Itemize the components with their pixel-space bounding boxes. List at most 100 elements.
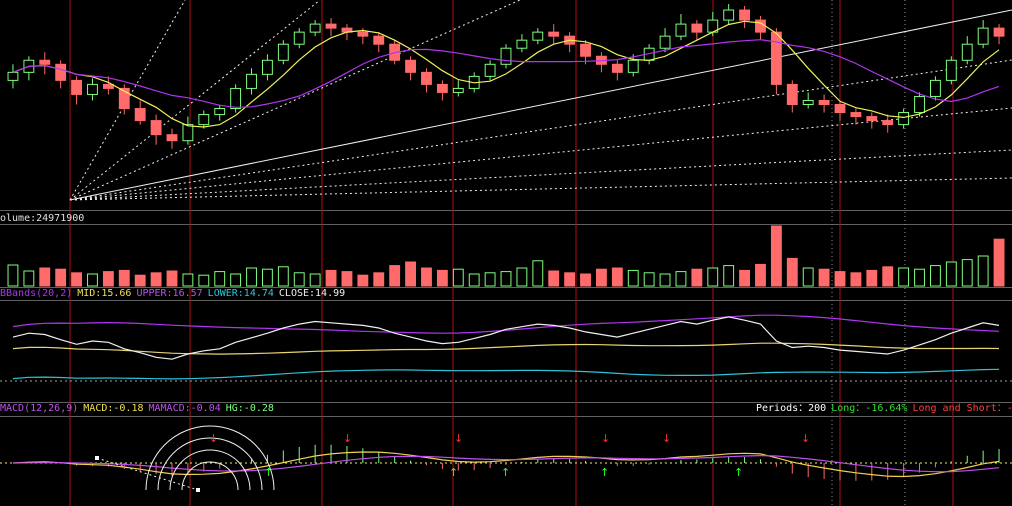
volume-bar xyxy=(102,271,114,287)
sell-arrow: ↓ xyxy=(601,432,610,445)
bollinger-pane xyxy=(12,314,1000,380)
macd-value: MACD:-0.18 xyxy=(83,403,144,414)
candle-body xyxy=(373,35,385,45)
volume-bar xyxy=(87,273,98,287)
cycle-arc xyxy=(169,449,251,491)
volume-bar xyxy=(23,270,35,287)
volume-bar xyxy=(755,263,766,287)
volume-bar xyxy=(230,273,242,287)
candle-body xyxy=(691,23,703,33)
volume-bar xyxy=(866,269,878,287)
trend-line xyxy=(69,0,521,201)
candle-body xyxy=(977,27,989,45)
volume-bar xyxy=(532,260,544,287)
volume-pane xyxy=(7,225,1005,287)
candle-body xyxy=(914,95,925,114)
volume-bar xyxy=(39,267,51,287)
candle-body xyxy=(198,114,210,126)
volume-bar xyxy=(341,271,353,287)
price-pane xyxy=(7,0,1012,201)
volume-label: olume:24971900 xyxy=(0,213,85,224)
cycle-arc xyxy=(157,437,263,491)
volume-bar xyxy=(675,271,687,287)
candle-body xyxy=(961,43,973,61)
sell-arrow: ↓ xyxy=(801,432,810,445)
trend-line xyxy=(69,0,321,201)
candle-body xyxy=(118,87,130,110)
bollinger-upper-line xyxy=(12,314,1000,334)
volume-bar xyxy=(468,273,480,287)
volume-bar xyxy=(595,268,607,287)
trend-line xyxy=(69,59,1012,201)
long-short-value: Long and Short：-26.33% xyxy=(912,403,1012,414)
candle-body xyxy=(611,63,623,73)
bollinger-lower-line xyxy=(12,368,1000,380)
candle-body xyxy=(802,99,814,106)
volume-bar xyxy=(134,274,146,287)
trend-line xyxy=(69,9,1012,201)
candle-body xyxy=(548,31,560,37)
candle-body xyxy=(102,83,114,89)
buy-arrow: ↑ xyxy=(501,466,510,479)
macd-legend: MACD(12,26,9) MACD:-0.18 MAMACD:-0.04 HG:-0… xyxy=(0,403,279,415)
volume-bar xyxy=(118,269,130,287)
candle-body xyxy=(786,83,798,106)
volume-bar xyxy=(246,267,257,287)
candle-body xyxy=(55,63,67,81)
candle-body xyxy=(166,134,178,142)
ma-short-line xyxy=(12,20,1000,128)
bollinger-upper: UPPER:16.57 xyxy=(136,288,203,299)
volume-bar xyxy=(293,272,305,287)
candle-body xyxy=(850,112,862,118)
volume-bar xyxy=(993,238,1005,287)
candle-body xyxy=(675,23,687,37)
volume-bar xyxy=(659,273,671,287)
volume-bar xyxy=(71,272,83,287)
volume-bar xyxy=(914,268,925,287)
volume-bar xyxy=(945,261,957,287)
volume-bar xyxy=(373,272,385,287)
volume-bar xyxy=(611,267,623,287)
candle-body xyxy=(71,79,83,95)
candle-body xyxy=(277,43,289,61)
periods-legend: Periods：200 Long：-16.64% Long and Short：-2… xyxy=(756,403,1012,415)
volume-bar xyxy=(516,267,528,287)
volume-bar xyxy=(802,267,814,287)
sell-arrow: ↓ xyxy=(343,432,352,445)
candle-body xyxy=(261,59,273,75)
candle-body xyxy=(723,9,735,21)
volume-bar xyxy=(405,261,417,287)
candle-body xyxy=(436,83,448,93)
volume-bar xyxy=(166,270,178,287)
bollinger-mid: MID:15.66 xyxy=(77,288,132,299)
volume-bar xyxy=(564,272,576,287)
volume-bar xyxy=(850,272,862,287)
sell-arrow: ↓ xyxy=(209,432,218,445)
macd-name: MACD(12,26,9) xyxy=(0,403,79,414)
sell-arrow: ↓ xyxy=(454,432,463,445)
volume-bar xyxy=(627,269,639,287)
candle-body xyxy=(87,83,98,95)
volume-bar xyxy=(707,267,719,287)
volume-bar xyxy=(834,271,846,287)
buy-arrow: ↑ xyxy=(264,466,273,479)
candle-body xyxy=(993,27,1005,37)
candle-body xyxy=(627,59,639,73)
candle-body xyxy=(945,59,957,81)
candle-body xyxy=(134,108,146,122)
macd-line xyxy=(12,451,1000,478)
macd-signal-line xyxy=(12,454,1000,473)
volume-bar xyxy=(277,266,289,287)
candle-body xyxy=(452,87,464,93)
volume-bar xyxy=(786,257,798,287)
candle-body xyxy=(246,73,257,89)
buy-arrow: ↑ xyxy=(734,466,743,479)
volume-bar xyxy=(261,268,273,287)
cycle-arc xyxy=(181,461,239,491)
candle-body xyxy=(39,59,51,65)
candle-body xyxy=(182,124,194,142)
candle-body xyxy=(770,31,782,85)
bollinger-close: CLOSE:14.99 xyxy=(278,288,346,299)
